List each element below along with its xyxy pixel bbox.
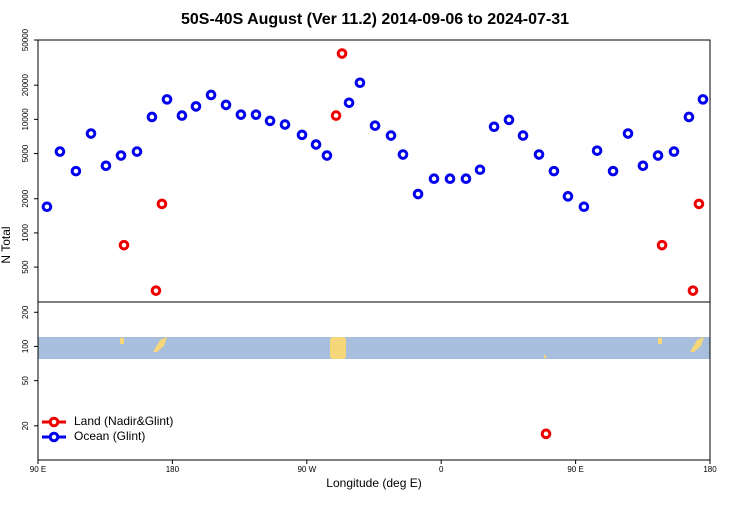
data-point — [54, 146, 66, 157]
data-point — [146, 111, 158, 123]
chart-title: 50S-40S August (Ver 11.2) 2014-09-06 to … — [181, 11, 569, 28]
y-tick-label: 1000 — [21, 223, 30, 241]
data-point — [444, 173, 456, 185]
y-tick-label: 100 — [21, 339, 30, 353]
y-tick-label: 5000 — [21, 144, 30, 162]
x-tick-label: 90 E — [30, 465, 46, 474]
data-point — [131, 146, 143, 157]
data-point — [533, 149, 545, 160]
data-point — [517, 130, 529, 141]
data-point — [279, 119, 291, 130]
data-point — [354, 77, 366, 89]
x-axis-label: Longitude (deg E) — [326, 476, 421, 490]
legend-label: Land (Nadir&Glint) — [74, 414, 173, 428]
data-point — [637, 160, 649, 172]
data-point — [591, 145, 603, 156]
x-tick-label: 180 — [703, 465, 717, 474]
y-tick-label: 500 — [21, 260, 30, 274]
data-point — [250, 109, 262, 120]
data-point — [428, 173, 440, 185]
data-point — [668, 146, 680, 157]
y-tick-label: 200 — [21, 305, 30, 319]
x-tick-label: 90 E — [567, 465, 583, 474]
data-point — [397, 149, 409, 160]
x-tick-label: 180 — [166, 465, 180, 474]
data-point — [330, 110, 342, 121]
data-point — [369, 120, 381, 131]
data-point — [150, 285, 162, 296]
y-tick-label: 50 — [21, 376, 30, 385]
x-tick-label: 90 W — [297, 465, 316, 474]
data-point — [683, 111, 695, 123]
data-point — [190, 101, 202, 112]
data-point — [412, 188, 424, 200]
map-strip — [38, 337, 710, 359]
y-tick-label: 10000 — [21, 108, 30, 131]
data-point — [161, 94, 173, 105]
data-point — [656, 239, 668, 251]
data-point — [118, 239, 130, 251]
data-point — [578, 201, 590, 213]
data-point — [310, 139, 322, 150]
data-point — [385, 130, 397, 141]
data-point — [562, 191, 574, 202]
data-point — [296, 129, 308, 141]
legend-marker — [48, 416, 60, 428]
data-point — [488, 121, 500, 133]
data-point — [70, 165, 82, 177]
data-point — [540, 428, 552, 440]
x-tick-label: 0 — [439, 465, 444, 474]
data-point — [460, 173, 472, 185]
y-axis-label: N Total — [0, 226, 13, 263]
data-point — [85, 128, 97, 139]
data-point — [235, 109, 247, 120]
data-point — [607, 165, 619, 177]
data-point — [205, 89, 217, 101]
data-point — [321, 150, 333, 161]
legend-label: Ocean (Glint) — [74, 429, 145, 443]
data-point — [693, 198, 705, 210]
y-tick-label: 20 — [21, 421, 30, 430]
data-point — [652, 150, 664, 161]
data-point — [41, 201, 53, 213]
y-tick-label: 50000 — [21, 28, 30, 51]
y-tick-label: 2000 — [21, 189, 30, 207]
data-point — [343, 97, 355, 109]
data-point — [622, 128, 634, 139]
land-strip — [120, 337, 704, 359]
data-point — [264, 115, 276, 127]
data-point — [503, 114, 515, 126]
data-point — [548, 165, 560, 177]
data-point — [220, 99, 232, 111]
data-point — [100, 160, 112, 172]
plot-frame — [37, 39, 711, 461]
data-point — [156, 198, 168, 210]
data-point — [687, 285, 699, 296]
data-point — [176, 110, 188, 121]
legend-marker — [48, 431, 60, 443]
data-point — [336, 48, 348, 59]
data-point — [474, 164, 486, 176]
data-point — [115, 150, 127, 161]
data-point — [697, 94, 709, 105]
y-tick-label: 20000 — [21, 74, 30, 97]
